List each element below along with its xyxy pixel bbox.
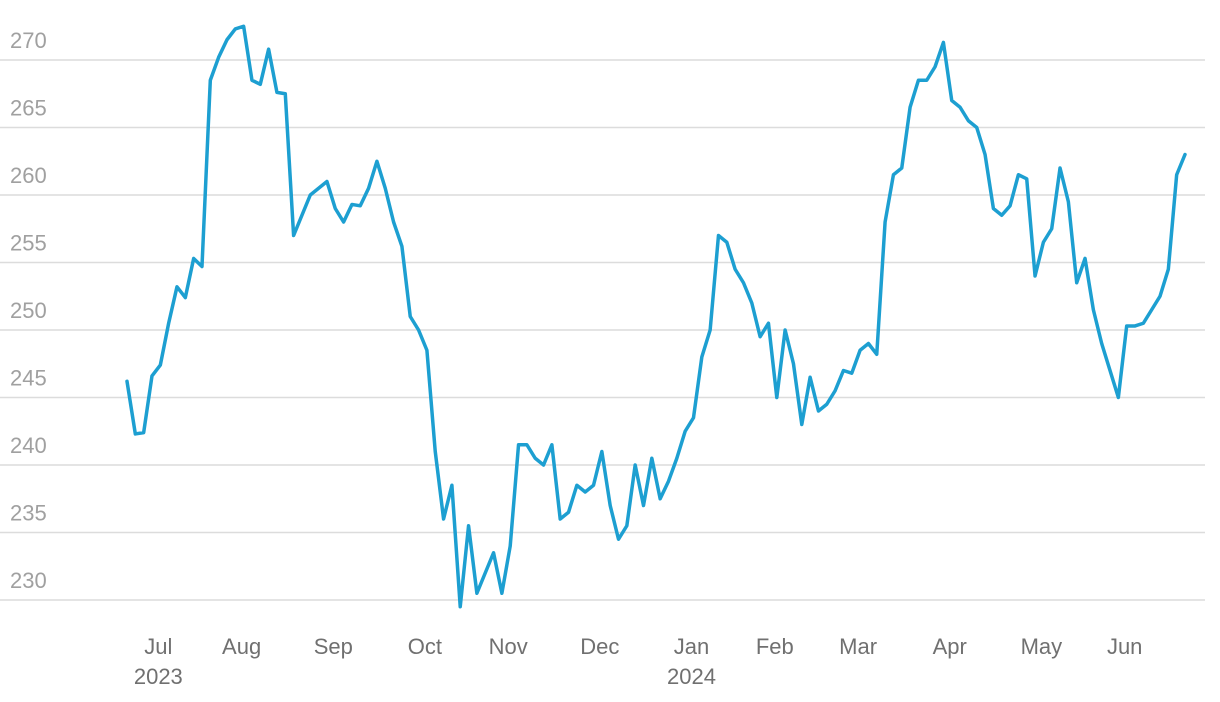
y-tick-label: 260: [10, 163, 47, 188]
x-tick-label: Oct: [408, 634, 442, 659]
y-tick-label: 245: [10, 365, 47, 390]
x-year-label: 2024: [667, 664, 716, 689]
x-tick-label: Nov: [489, 634, 528, 659]
x-tick-label: Sep: [314, 634, 353, 659]
y-tick-label: 235: [10, 500, 47, 525]
y-tick-label: 255: [10, 230, 47, 255]
price-line: [125, 24, 1187, 609]
x-tick-label: Jul: [144, 634, 172, 659]
y-tick-label: 230: [10, 568, 47, 593]
x-year-label: 2023: [134, 664, 183, 689]
y-tick-label: 270: [10, 28, 47, 53]
x-tick-label: Apr: [933, 634, 967, 659]
x-tick-label: Feb: [756, 634, 794, 659]
y-tick-label: 240: [10, 433, 47, 458]
x-tick-label: Jan: [674, 634, 709, 659]
x-tick-label: Dec: [580, 634, 619, 659]
x-tick-label: May: [1021, 634, 1063, 659]
y-tick-label: 250: [10, 298, 47, 323]
y-tick-label: 265: [10, 95, 47, 120]
x-tick-label: Aug: [222, 634, 261, 659]
x-tick-label: Mar: [839, 634, 877, 659]
x-tick-label: Jun: [1107, 634, 1142, 659]
